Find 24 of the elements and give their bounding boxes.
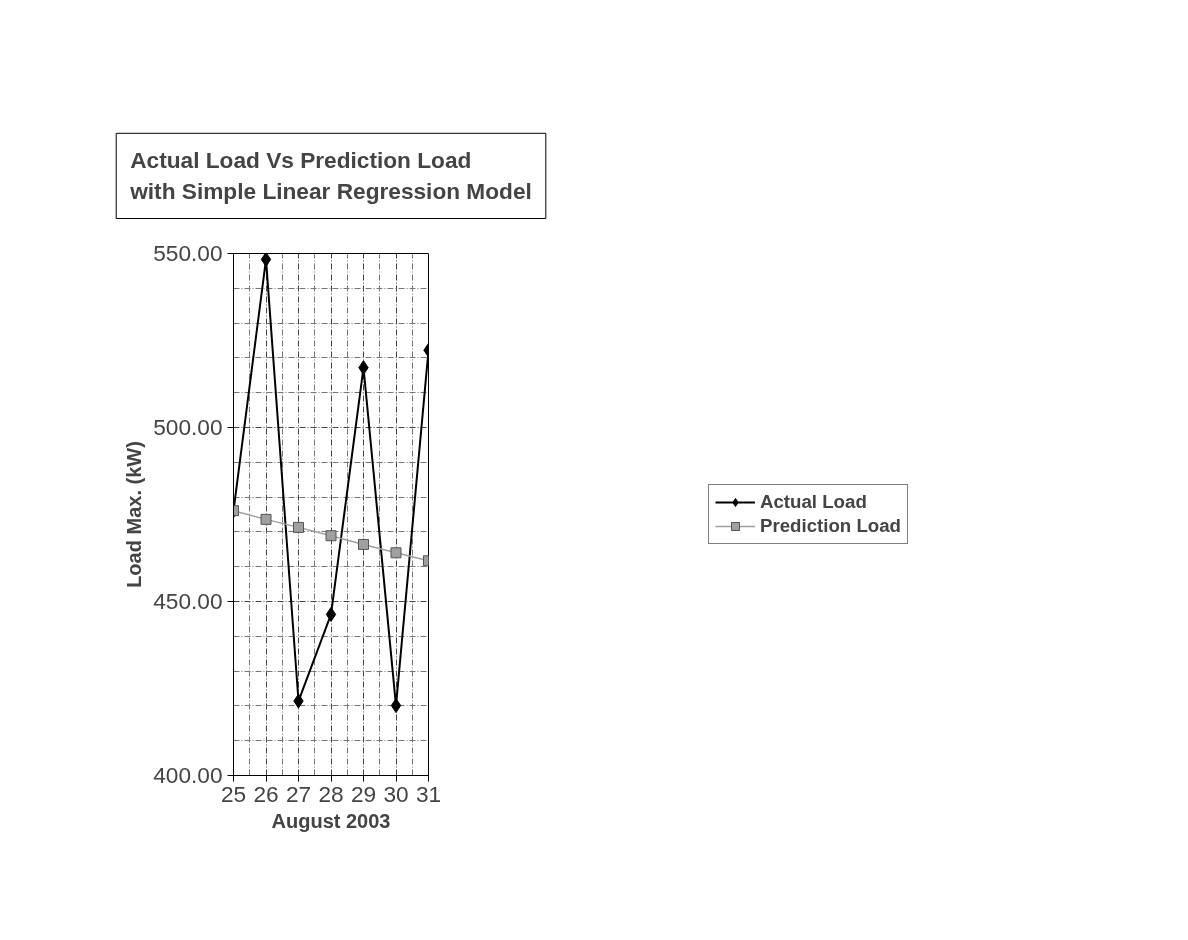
x-tick-label: 31 [415,780,442,807]
point [390,547,402,559]
point [260,513,272,525]
legend-label: Actual Load [760,491,867,513]
y-axis-title: Load Max. (kW) [123,441,146,588]
y-tick-label: 550.00 [153,240,223,266]
point [260,253,272,267]
x-tick-label: 30 [383,780,409,807]
x-tick-label: 25 [220,780,247,807]
point [325,606,337,622]
x-tick-label: 28 [318,780,344,807]
x-tick-label: 29 [350,780,377,807]
x-tick-label: 26 [253,780,279,807]
y-tick-label: 400.00 [153,762,223,788]
point [358,538,369,550]
legend-label: Prediction Load [760,515,901,537]
chart-title: Actual Load Vs Prediction Load with Simple Linear Regression Model [129,147,532,205]
point [325,530,337,542]
x-tick-label: 27 [285,780,312,807]
y-tick-label: 500.00 [153,414,223,440]
x-axis-title: August 2003 [271,809,391,832]
point [390,698,402,714]
point [293,521,304,533]
y-tick-label: 450.00 [153,588,223,614]
